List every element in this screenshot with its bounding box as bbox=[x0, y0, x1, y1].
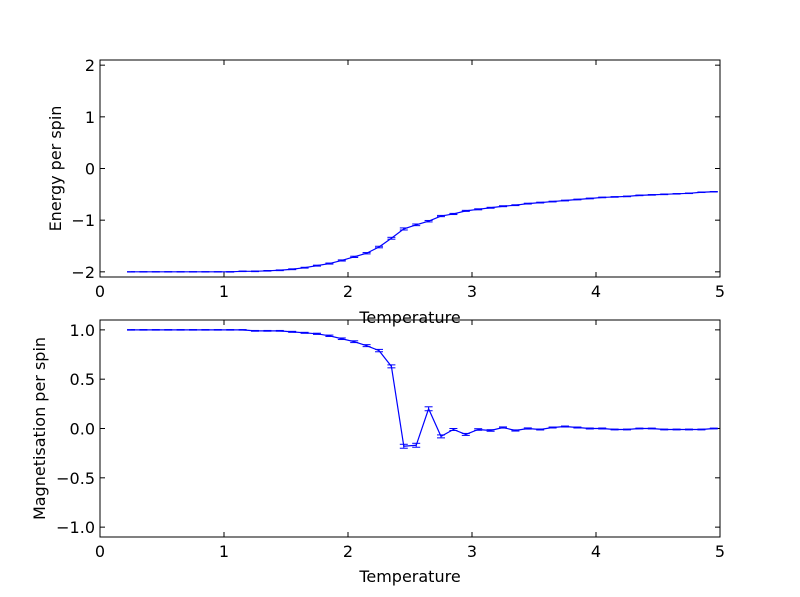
magnetisation-x-ticks: 0 1 2 3 4 5 bbox=[95, 320, 725, 561]
energy-x-tick-label: 0 bbox=[95, 282, 105, 301]
magnetisation-x-axis-label: Temperature bbox=[358, 567, 460, 586]
magnetisation-panel: 0 1 2 3 4 5 −1.0 −0.5 0.0 0.5 1.0 Temperature Mag… bbox=[30, 319, 725, 586]
energy-x-tick-label: 1 bbox=[219, 282, 229, 301]
magnetisation-y-tick-label: 0.0 bbox=[70, 420, 95, 439]
magnetisation-x-tick-label: 0 bbox=[95, 542, 105, 561]
magnetisation-y-tick-label: 1.0 bbox=[70, 321, 95, 340]
energy-y-tick-label: −1 bbox=[71, 211, 95, 230]
energy-y-axis-label: Energy per spin bbox=[46, 106, 65, 232]
magnetisation-x-tick-label: 3 bbox=[467, 542, 477, 561]
energy-x-tick-label: 4 bbox=[591, 282, 601, 301]
magnetisation-x-tick-label: 1 bbox=[219, 542, 229, 561]
magnetisation-x-tick-label: 2 bbox=[343, 542, 353, 561]
magnetisation-series-line bbox=[131, 329, 714, 447]
magnetisation-plot-frame bbox=[99, 319, 721, 538]
energy-plot-frame bbox=[99, 59, 721, 278]
energy-y-tick-label: 1 bbox=[85, 108, 95, 127]
energy-x-axis-label: Temperature bbox=[358, 308, 460, 327]
energy-y-ticks: −2 −1 0 1 2 bbox=[71, 56, 720, 282]
energy-y-tick-label: 0 bbox=[85, 160, 95, 179]
magnetisation-x-tick-label: 4 bbox=[591, 542, 601, 561]
energy-x-ticks: 0 1 2 3 4 5 bbox=[95, 60, 725, 301]
energy-x-tick-label: 5 bbox=[715, 282, 725, 301]
magnetisation-y-tick-label: −0.5 bbox=[56, 469, 95, 488]
magnetisation-error-bars bbox=[127, 329, 718, 449]
magnetisation-y-tick-label: 0.5 bbox=[70, 370, 95, 389]
magnetisation-x-tick-label: 5 bbox=[715, 542, 725, 561]
magnetisation-y-tick-label: −1.0 bbox=[56, 518, 95, 537]
energy-y-tick-label: −2 bbox=[71, 263, 95, 282]
energy-y-tick-label: 2 bbox=[85, 56, 95, 75]
magnetisation-y-ticks: −1.0 −0.5 0.0 0.5 1.0 bbox=[56, 321, 720, 537]
energy-series-line bbox=[131, 191, 714, 273]
energy-x-tick-label: 3 bbox=[467, 282, 477, 301]
magnetisation-y-axis-label: Magnetisation per spin bbox=[30, 337, 49, 520]
energy-error-bars bbox=[127, 190, 718, 273]
energy-panel: 0 1 2 3 4 5 −2 −1 0 1 2 Temperature Energy per sp… bbox=[46, 56, 725, 327]
energy-x-tick-label: 2 bbox=[343, 282, 353, 301]
